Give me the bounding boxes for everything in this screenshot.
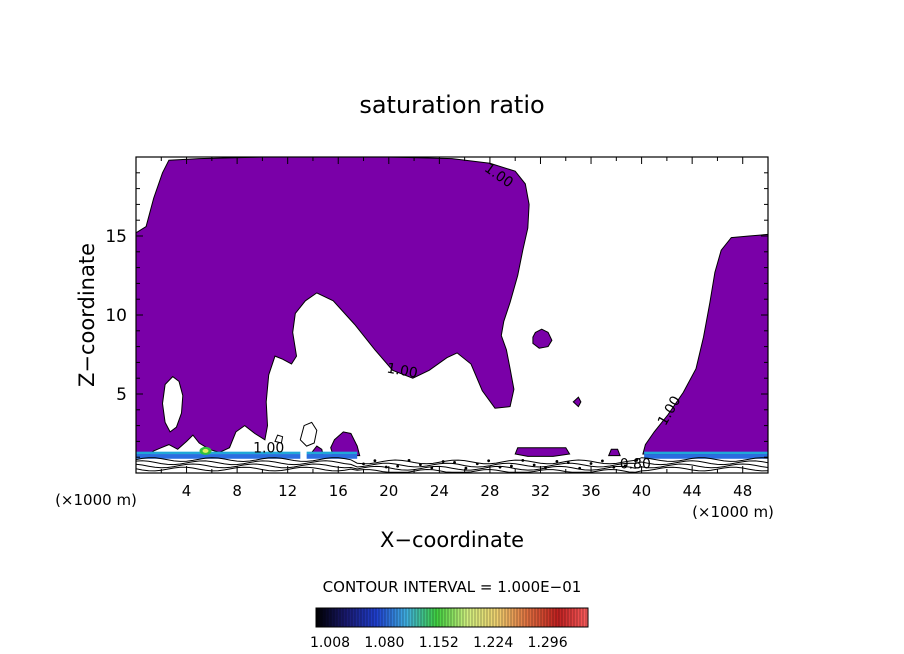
x-unit-left: (×1000 m) <box>55 491 137 509</box>
blob-15k <box>330 431 361 457</box>
colorbar-tick-label: 1.152 <box>419 635 459 651</box>
hole-near-11k <box>274 434 284 444</box>
x-tick-label: 40 <box>632 482 651 500</box>
blob-32k <box>532 328 553 349</box>
band-left-blue <box>136 454 301 459</box>
blob-31k <box>514 447 571 457</box>
x-unit-right: (×1000 m) <box>692 503 774 521</box>
contour-label: 0.80 <box>620 456 651 472</box>
subsaturated-holes <box>161 375 318 447</box>
x-tick-label: 32 <box>531 482 550 500</box>
ground-speck <box>612 465 616 469</box>
colorbar: 1.008 1.080 1.152 1.224 1.296 <box>310 607 589 651</box>
ground-speck <box>589 462 593 465</box>
x-tick-label: 36 <box>581 482 600 500</box>
band-right-blue <box>644 454 768 459</box>
x-tick-label: 28 <box>480 482 499 500</box>
x-tick-label: 12 <box>278 482 297 500</box>
ground-speck <box>396 464 400 468</box>
contour-interval-note: CONTOUR INTERVAL = 1.000E−01 <box>323 578 582 596</box>
ground-speck <box>555 460 559 463</box>
x-axis-ticks: 4 8 12 16 20 24 28 32 36 40 44 48 <box>160 157 752 500</box>
ground-speck <box>475 462 479 466</box>
x-tick-label: 48 <box>733 482 752 500</box>
plot-area: 1.001.001.001.000.80 <box>136 157 768 473</box>
colorbar-tick-label: 1.224 <box>473 635 513 651</box>
hole-near-2k <box>161 375 184 433</box>
colorbar-tick-label: 1.080 <box>364 635 404 651</box>
ground-speck <box>521 459 525 462</box>
y-axis-ticks: 5 10 15 <box>105 172 768 458</box>
ground-speck <box>635 458 638 462</box>
ground-speck <box>407 459 411 462</box>
colorbar-stripes <box>318 608 587 627</box>
colorbar-tick-labels: 1.008 1.080 1.152 1.224 1.296 <box>310 635 568 651</box>
ground-contour-d <box>136 466 768 473</box>
ground-speck <box>453 461 456 464</box>
x-tick-label: 24 <box>430 482 449 500</box>
ground-speck <box>623 464 627 468</box>
x-tick-label: 20 <box>379 482 398 500</box>
y-axis-label: Z−coordinate <box>75 243 99 387</box>
ground-contour-a <box>136 457 768 465</box>
contour-label: 1.00 <box>385 361 418 382</box>
band-mid-blue <box>306 454 358 459</box>
chart-title: saturation ratio <box>359 91 544 119</box>
x-tick-label: 16 <box>329 482 348 500</box>
hot-spot-yellow <box>202 448 209 453</box>
x-axis-label: X−coordinate <box>380 528 524 552</box>
ground-contour-c <box>136 463 768 471</box>
ground-speck <box>487 459 491 463</box>
band-mid-cyan <box>306 451 358 455</box>
ground-speck <box>601 459 604 463</box>
ground-speck <box>510 464 513 468</box>
ground-speck <box>419 463 422 467</box>
y-tick-label: 5 <box>116 385 127 405</box>
ground-speck <box>464 466 468 470</box>
x-tick-label: 4 <box>182 482 192 500</box>
band-left-cyan <box>136 451 301 455</box>
colorbar-tick-label: 1.296 <box>528 635 568 651</box>
hole-near-13k <box>299 421 318 447</box>
ground-speck <box>373 459 377 463</box>
ground-speck <box>362 462 365 466</box>
ground-speck <box>532 463 536 467</box>
ground-speck <box>384 465 388 469</box>
supersaturated-regions <box>136 157 768 458</box>
y-tick-label: 15 <box>105 227 127 247</box>
band-right-cyan <box>644 451 768 455</box>
ground-speck <box>430 466 434 470</box>
ground-speck <box>498 465 502 469</box>
blob-35k <box>572 396 582 408</box>
near-ground-band <box>136 446 768 473</box>
contour-label: 1.00 <box>253 440 284 456</box>
x-tick-label: 8 <box>232 482 242 500</box>
ground-speck <box>544 466 547 470</box>
x-tick-label: 44 <box>683 482 702 500</box>
ground-contour-b <box>136 460 768 468</box>
ground-speck <box>566 461 570 465</box>
blob-38k <box>607 448 621 457</box>
y-tick-label: 10 <box>105 306 127 326</box>
ground-speck <box>441 460 445 463</box>
ground-speck <box>578 466 582 470</box>
colorbar-tick-label: 1.008 <box>310 635 350 651</box>
